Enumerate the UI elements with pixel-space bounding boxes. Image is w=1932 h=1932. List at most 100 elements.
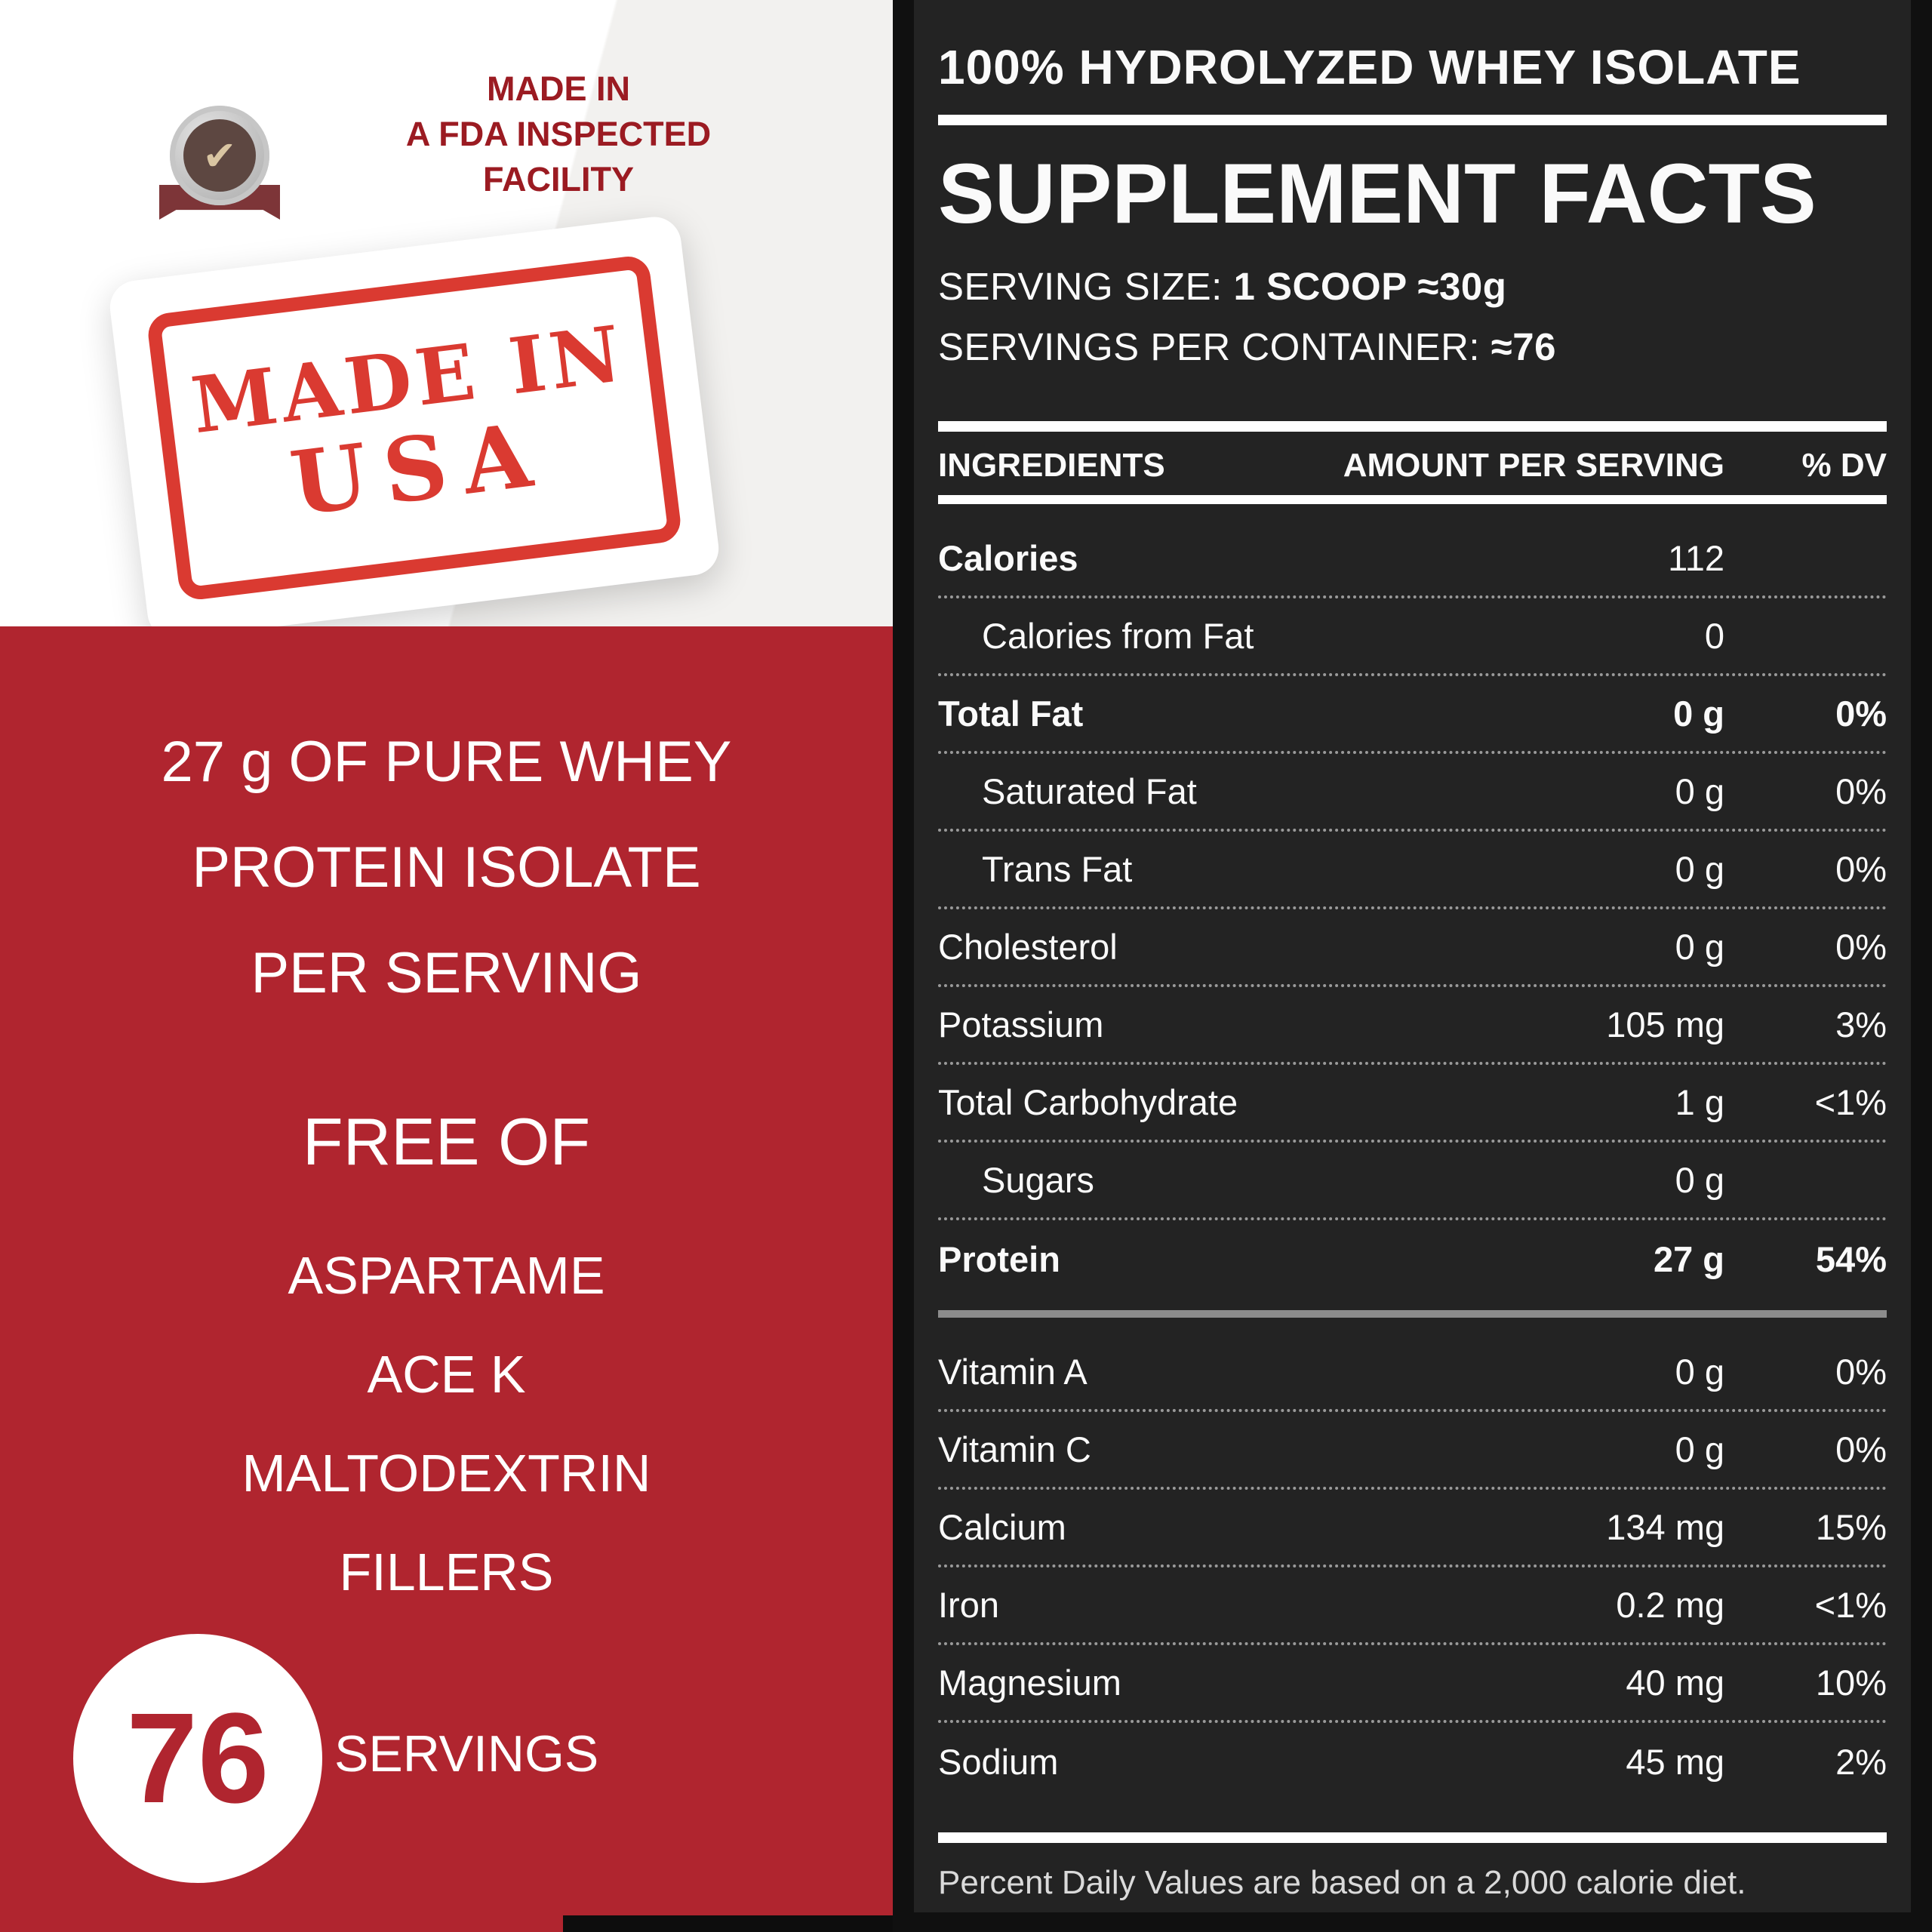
table-row-iron: Iron 0.2 mg <1% [938,1567,1887,1645]
servings-label: SERVINGS [334,1725,599,1783]
row-dv: 0% [1835,849,1887,889]
row-name: Total Fat [938,694,1084,734]
row-name: Calories [938,538,1078,578]
col-header-amount: AMOUNT PER SERVING [1343,447,1724,484]
free-of-item-maltodextrin: MALTODEXTRIN [242,1444,651,1503]
supplement-facts-heading: SUPPLEMENT FACTS [938,146,1817,241]
row-name: Total Carbohydrate [938,1082,1238,1122]
claims-section: 27 g OF PURE WHEY PROTEIN ISOLATE PER SE… [0,626,893,1932]
bottom-dark-strip [563,1915,893,1932]
table-row-vitamin-c: Vitamin C 0 g 0% [938,1412,1887,1490]
servings-per-container-label: SERVINGS PER CONTAINER: [938,325,1481,368]
free-of-item-aspartame: ASPARTAME [288,1246,605,1305]
panel-content: 100% HYDROLYZED WHEY ISOLATE SUPPLEMENT … [938,0,1887,1912]
row-name: Sugars [982,1160,1094,1200]
fda-medal-icon: ✔ [159,106,280,264]
row-name: Trans Fat [982,849,1133,889]
table-header: INGREDIENTS AMOUNT PER SERVING % DV [938,447,1887,485]
left-panel: ✔ MADE IN A FDA INSPECTED FACILITY MADE … [0,0,893,1932]
table-row-magnesium: Magnesium 40 mg 10% [938,1645,1887,1723]
table-row-trans-fat: Trans Fat 0 g 0% [938,832,1887,909]
table-row-calcium: Calcium 134 mg 15% [938,1490,1887,1567]
nutrition-rows: Calories 112 Calories from Fat 0 Total F… [938,521,1887,1298]
servings-per-container-line: SERVINGS PER CONTAINER: ≈76 [938,325,1887,369]
col-header-ingredients: INGREDIENTS [938,447,1165,484]
row-dv: <1% [1814,1585,1887,1625]
protein-claim: 27 g OF PURE WHEY PROTEIN ISOLATE PER SE… [0,709,893,1026]
row-dv: 0% [1835,1429,1887,1469]
row-amount: 0 g [1675,1352,1724,1392]
servings-badge: 76 [73,1634,322,1883]
row-amount: 0 [1704,616,1724,656]
row-name: Magnesium [938,1663,1121,1703]
row-name: Vitamin C [938,1429,1091,1469]
serving-size-line: SERVING SIZE: 1 SCOOP ≈30g [938,264,1887,309]
row-dv: 0% [1835,771,1887,811]
row-amount: 45 mg [1626,1742,1724,1782]
stamp-border: MADE IN USA [145,254,684,602]
table-row-potassium: Potassium 105 mg 3% [938,987,1887,1065]
servings-per-container-value: ≈76 [1491,325,1556,368]
vitamin-rows: Vitamin A 0 g 0% Vitamin C 0 g 0% Calciu… [938,1334,1887,1801]
section-divider-bar [938,1310,1887,1318]
row-dv: 0% [1835,694,1887,734]
row-name: Saturated Fat [982,771,1197,811]
free-of-item-ace-k: ACE K [367,1345,526,1404]
row-name: Iron [938,1585,999,1625]
panel-inner: 100% HYDROLYZED WHEY ISOLATE SUPPLEMENT … [914,0,1911,1912]
row-amount: 27 g [1653,1239,1724,1279]
row-name: Calories from Fat [982,616,1254,656]
protein-claim-line-2: PROTEIN ISOLATE [192,835,701,900]
row-dv: 0% [1835,927,1887,967]
supplement-facts-panel: 100% HYDROLYZED WHEY ISOLATE SUPPLEMENT … [893,0,1932,1932]
table-row-sugars: Sugars 0 g [938,1143,1887,1220]
row-amount: 0 g [1675,1160,1724,1200]
row-name: Vitamin A [938,1352,1088,1392]
divider-bar [938,1832,1887,1843]
table-row-cholesterol: Cholesterol 0 g 0% [938,909,1887,987]
table-row-sodium: Sodium 45 mg 2% [938,1723,1887,1801]
table-row-total-fat: Total Fat 0 g 0% [938,676,1887,754]
divider-bar [938,115,1887,125]
row-amount: 0 g [1675,1429,1724,1469]
divider-bar [938,495,1887,504]
row-amount: 0 g [1675,927,1724,967]
servings-count: 76 [126,1687,269,1830]
daily-values-footnote: Percent Daily Values are based on a 2,00… [938,1864,1746,1901]
protein-claim-line-1: 27 g OF PURE WHEY [161,730,732,794]
row-name: Protein [938,1239,1060,1279]
row-dv: 3% [1835,1004,1887,1044]
row-name: Cholesterol [938,927,1118,967]
row-dv: 10% [1815,1663,1887,1703]
row-amount: 0 g [1675,771,1724,811]
row-amount: 40 mg [1626,1663,1724,1703]
row-dv: 15% [1815,1507,1887,1547]
row-dv: <1% [1814,1082,1887,1122]
col-header-dv: % DV [1801,447,1887,484]
row-dv: 54% [1815,1239,1887,1279]
fda-line-3: FACILITY [483,160,634,198]
medal-ring-icon: ✔ [170,106,269,205]
table-row-calories-from-fat: Calories from Fat 0 [938,598,1887,676]
table-row-calories: Calories 112 [938,521,1887,598]
row-amount: 1 g [1675,1082,1724,1122]
row-dv: 2% [1835,1742,1887,1782]
fda-line-1: MADE IN [487,69,630,108]
made-in-usa-stamp: MADE IN USA [106,214,722,642]
serving-size-label: SERVING SIZE: [938,265,1223,308]
divider-bar [938,421,1887,432]
row-name: Sodium [938,1742,1059,1782]
row-amount: 112 [1668,538,1724,578]
table-row-protein: Protein 27 g 54% [938,1220,1887,1298]
free-of-item-fillers: FILLERS [339,1543,554,1601]
serving-size-value: 1 SCOOP ≈30g [1233,265,1507,308]
row-amount: 0 g [1675,849,1724,889]
row-dv: 0% [1835,1352,1887,1392]
free-of-list: ASPARTAME ACE K MALTODEXTRIN FILLERS [0,1226,893,1622]
row-amount: 0.2 mg [1616,1585,1724,1625]
table-row-total-carbohydrate: Total Carbohydrate 1 g <1% [938,1065,1887,1143]
table-row-saturated-fat: Saturated Fat 0 g 0% [938,754,1887,832]
row-amount: 105 mg [1606,1004,1724,1044]
protein-claim-line-3: PER SERVING [251,941,642,1005]
